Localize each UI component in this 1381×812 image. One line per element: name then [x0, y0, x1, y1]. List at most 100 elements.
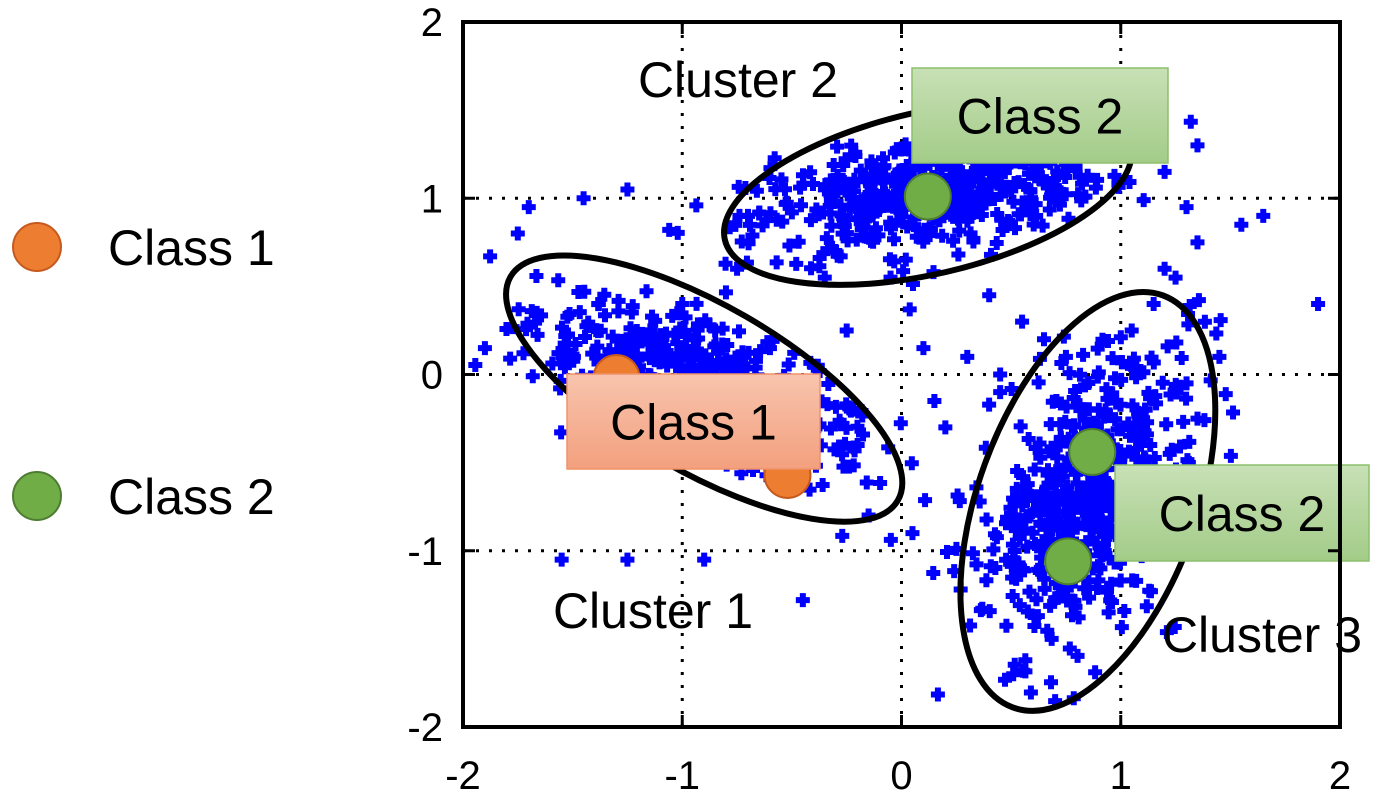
- data-point: [1169, 335, 1184, 350]
- data-point: [1182, 434, 1197, 449]
- data-point: [1033, 450, 1048, 465]
- data-point: [745, 228, 760, 243]
- data-point: [1013, 419, 1028, 434]
- data-point: [989, 236, 1004, 251]
- data-point: [1213, 313, 1228, 328]
- data-point: [1101, 333, 1115, 348]
- data-point: [1115, 355, 1130, 370]
- data-point: [998, 672, 1013, 687]
- data-point: [1043, 522, 1058, 537]
- data-point: [728, 217, 743, 232]
- data-point: [1125, 398, 1140, 413]
- data-point: [839, 226, 854, 241]
- data-point: [1004, 558, 1019, 573]
- data-point: [844, 138, 859, 153]
- data-point: [708, 323, 723, 338]
- data-point: [1136, 193, 1151, 208]
- data-point: [1021, 431, 1036, 446]
- class-label-1: Class 1: [610, 395, 777, 451]
- data-point: [891, 213, 906, 228]
- y-tick-label: -2: [407, 706, 443, 750]
- data-point: [892, 165, 907, 180]
- data-point: [730, 261, 745, 276]
- data-point: [1090, 369, 1105, 384]
- data-point: [1157, 164, 1172, 179]
- data-point: [887, 145, 902, 160]
- data-point: [557, 360, 572, 375]
- data-point: [1090, 172, 1105, 187]
- data-point: [1077, 412, 1092, 427]
- data-point: [1006, 194, 1021, 209]
- data-point: [777, 182, 792, 197]
- data-point: [1179, 376, 1194, 391]
- data-point: [554, 552, 569, 567]
- data-point: [1075, 503, 1090, 518]
- data-point: [1311, 297, 1326, 311]
- data-point: [1029, 592, 1044, 607]
- data-point: [830, 139, 845, 154]
- data-point: [791, 234, 806, 249]
- data-point: [839, 323, 854, 338]
- data-point: [904, 456, 919, 471]
- data-point: [965, 546, 980, 561]
- data-point: [753, 344, 768, 359]
- data-point: [1164, 442, 1179, 457]
- data-point: [927, 393, 942, 408]
- annotation-labels: Cluster 1 Cluster 2 Cluster 3 Class 1 Class …: [553, 52, 1370, 663]
- data-point: [1138, 402, 1153, 417]
- data-point: [885, 174, 900, 189]
- data-point: [1059, 399, 1074, 414]
- data-point: [645, 309, 660, 324]
- data-point: [955, 165, 970, 180]
- data-point: [477, 341, 492, 356]
- data-point: [1113, 330, 1128, 345]
- data-point: [793, 180, 808, 195]
- data-point: [648, 337, 663, 352]
- data-point: [551, 346, 566, 361]
- data-point: [883, 221, 898, 236]
- data-point: [979, 573, 994, 588]
- data-point: [898, 137, 913, 152]
- class-label-box-1: [566, 373, 821, 470]
- data-point: [1149, 396, 1164, 411]
- data-point: [903, 161, 918, 176]
- data-point: [1114, 620, 1129, 635]
- data-point: [561, 327, 576, 342]
- data-point: [1007, 657, 1022, 672]
- data-point: [896, 264, 911, 279]
- data-point: [1108, 371, 1123, 386]
- data-point: [1223, 448, 1238, 463]
- data-point: [1057, 504, 1072, 519]
- data-point: [719, 352, 734, 367]
- data-point: [591, 297, 606, 312]
- data-point: [982, 397, 997, 412]
- data-point: [836, 157, 851, 172]
- data-point: [734, 234, 749, 249]
- data-point: [1053, 432, 1068, 447]
- data-point: [1218, 387, 1233, 402]
- cluster-label-1: Cluster 1: [553, 583, 753, 639]
- data-point: [1022, 584, 1037, 599]
- data-point: [775, 214, 790, 229]
- legend: Class 1 Class 2: [12, 220, 275, 525]
- x-tick-label: -1: [664, 754, 700, 798]
- data-point: [1129, 573, 1144, 588]
- data-point: [905, 526, 920, 541]
- data-point: [882, 252, 897, 267]
- data-point: [804, 261, 819, 276]
- data-point: [551, 273, 566, 288]
- data-point: [935, 228, 950, 243]
- data-point: [886, 188, 901, 203]
- data-point: [1067, 418, 1082, 433]
- data-point: [1190, 138, 1205, 153]
- data-point: [1058, 349, 1073, 364]
- data-point: [1168, 270, 1183, 285]
- y-tick-label: 2: [421, 1, 443, 45]
- class-label-box-2: [911, 67, 1169, 164]
- data-point: [1117, 604, 1132, 619]
- data-point: [662, 222, 677, 237]
- data-point: [1086, 487, 1101, 502]
- data-point: [978, 188, 993, 203]
- data-point: [951, 247, 966, 262]
